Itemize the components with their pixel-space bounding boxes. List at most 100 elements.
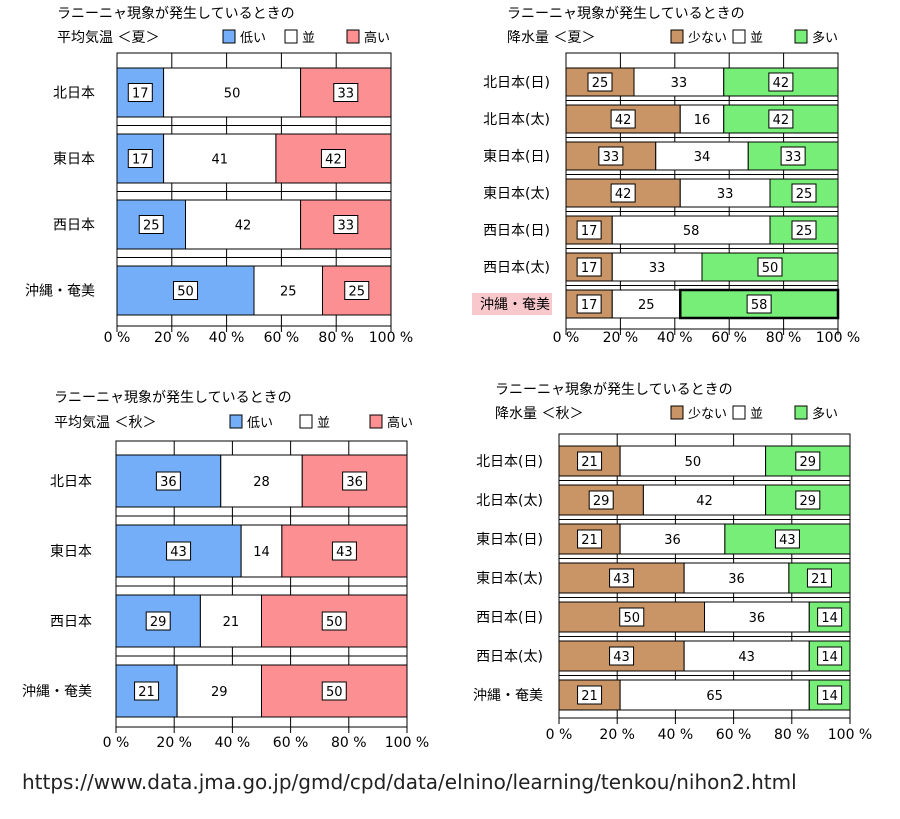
data-label-box [576, 294, 602, 314]
data-label: 25 [638, 298, 655, 313]
category-label: 沖縄・奄美 [22, 684, 92, 700]
bar-segment [619, 679, 810, 711]
data-label: 33 [785, 150, 802, 165]
category-label: 東日本(太) [483, 186, 550, 202]
data-label: 43 [779, 533, 796, 548]
data-label-box [333, 83, 359, 102]
data-label: 21 [581, 533, 598, 548]
bar-segment [261, 664, 408, 718]
data-label-box [609, 646, 635, 666]
data-label: 14 [821, 650, 838, 665]
category-label: 北日本 [50, 474, 92, 490]
data-label-box [342, 471, 368, 491]
data-label: 33 [603, 150, 620, 165]
legend-swatch [670, 405, 684, 420]
bar-segment [683, 562, 790, 594]
x-tick-label: 0 % [553, 330, 580, 346]
data-label: 33 [717, 187, 734, 202]
x-tick-label: 40 % [657, 330, 693, 346]
chart-subtitle: 降水量 ＜秋＞ [495, 406, 583, 422]
data-label: 14 [253, 545, 270, 560]
legend-label: 並 [317, 416, 330, 431]
data-label: 50 [177, 285, 194, 300]
data-label: 58 [683, 224, 700, 239]
data-label-box [320, 149, 346, 168]
x-tick-label: 0 % [546, 727, 573, 743]
chart-title: ラニーニャ現象が発生しているときの [495, 382, 733, 398]
legend-label: 並 [750, 407, 763, 422]
category-label: 北日本(太) [476, 493, 543, 509]
bar-segment [253, 265, 323, 316]
legend-swatch [299, 414, 313, 429]
bar-segment [619, 445, 767, 477]
legend-swatch [670, 29, 684, 44]
x-tick-label: 80 % [318, 330, 354, 346]
data-label-box [757, 257, 783, 277]
data-label: 21 [811, 572, 828, 587]
bar-segment [655, 141, 749, 171]
category-label: 沖縄・奄美 [25, 284, 95, 300]
bar-segment [163, 133, 277, 184]
bar-segment [642, 484, 767, 516]
data-label: 50 [762, 261, 779, 276]
data-label: 42 [615, 113, 632, 128]
data-label: 50 [326, 615, 343, 630]
chart-subtitle: 平均気温 ＜夏＞ [57, 30, 159, 46]
data-label-box [127, 83, 153, 102]
data-label-box [166, 541, 192, 561]
data-label: 41 [211, 153, 228, 168]
data-label-box [127, 149, 153, 168]
data-label-box [780, 146, 806, 166]
data-label: 25 [348, 285, 365, 300]
x-tick-label: 60 % [273, 735, 309, 751]
source-url[interactable]: https://www.data.jma.go.jp/gmd/cpd/data/… [22, 770, 797, 794]
category-label: 西日本(日) [483, 223, 550, 239]
category-label: 北日本(日) [483, 75, 550, 91]
x-tick-label: 100 % [816, 330, 860, 346]
x-tick-label: 60 % [711, 330, 747, 346]
data-label-box [746, 294, 772, 314]
category-label: 西日本(日) [476, 610, 543, 626]
bar-segment [679, 178, 771, 208]
legend-label: 低い [240, 31, 266, 46]
data-label: 14 [821, 689, 838, 704]
data-label: 65 [706, 689, 723, 704]
bar-segment [116, 133, 165, 184]
data-label-box [173, 281, 198, 300]
category-label: 沖縄・奄美 [473, 688, 543, 704]
legend-swatch [346, 29, 360, 44]
bar-segment [220, 454, 303, 508]
data-label: 33 [671, 76, 688, 91]
category-label: 西日本(太) [483, 260, 550, 276]
bar-segment [185, 199, 302, 250]
data-label-box [155, 471, 181, 491]
category-label: 東日本(日) [483, 149, 550, 165]
data-label: 25 [592, 76, 609, 91]
data-label: 21 [138, 685, 155, 700]
x-tick-label: 0 % [103, 735, 130, 751]
data-label: 29 [800, 494, 817, 509]
x-tick-label: 20 % [156, 735, 192, 751]
data-label: 42 [696, 494, 713, 509]
category-label: 東日本 [53, 152, 95, 168]
category-label: 西日本 [50, 614, 92, 630]
data-label: 43 [613, 650, 630, 665]
legend-label: 高い [387, 415, 413, 431]
data-label: 21 [223, 615, 240, 630]
x-tick-label: 40 % [209, 330, 245, 346]
data-label-box [610, 183, 636, 203]
legend-label: 少ない [688, 407, 727, 422]
data-label-box [795, 490, 821, 510]
category-label: 東日本(太) [476, 571, 543, 587]
data-label-box [791, 183, 817, 203]
data-label: 50 [224, 87, 241, 102]
data-label: 43 [738, 650, 755, 665]
data-label-box [806, 568, 832, 588]
data-label: 43 [336, 545, 353, 560]
data-label-box [321, 611, 347, 631]
data-label-box [134, 681, 160, 701]
data-label: 34 [694, 150, 711, 165]
chart-subtitle: 降水量 ＜夏＞ [507, 30, 595, 46]
